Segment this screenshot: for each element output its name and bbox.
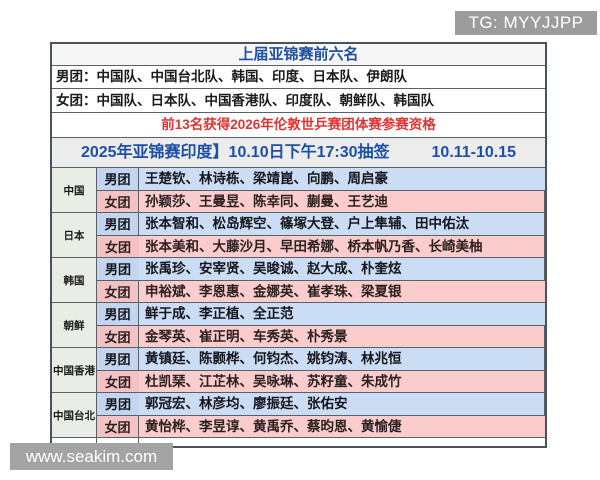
previous-women-top6: 女团：中国队、日本队、中国香港队、印度队、朝鲜队、韩国队 (52, 89, 545, 113)
roster-women: 金琴英、崔正明、车秀英、朴秀景 (139, 325, 545, 348)
clipped-row-cell (139, 438, 545, 446)
roster-women: 孙颖莎、王曼昱、陈幸同、蒯曼、王艺迪 (139, 190, 545, 213)
team-type-label: 男团 (97, 213, 139, 236)
country-cell: 日本 (52, 213, 97, 258)
section-title: 上届亚锦赛前六名 (52, 44, 545, 66)
roster-men: 鲜于成、李正植、全正范 (139, 303, 545, 326)
country-cell: 朝鲜 (52, 303, 97, 348)
team-type-label: 男团 (97, 258, 139, 281)
roster-men: 王楚钦、林诗栋、梁靖崑、向鹏、周启豪 (139, 168, 545, 191)
country-cell: 韩国 (52, 258, 97, 303)
roster-men: 张本智和、松岛辉空、篠塚大登、户上隼辅、田中佑汰 (139, 213, 545, 236)
team-type-label: 男团 (97, 393, 139, 416)
telegram-watermark: TG: MYYJJPP (455, 11, 597, 35)
team-type-label: 男团 (97, 168, 139, 191)
country-cell: 中国台北 (52, 393, 97, 438)
previous-men-top6: 男团：中国队、中国台北队、韩国、印度、日本队、伊朗队 (52, 66, 545, 89)
team-type-label: 女团 (97, 325, 139, 348)
roster-women: 张本美和、大藤沙月、早田希娜、桥本帆乃香、长崎美柚 (139, 235, 545, 258)
team-type-label: 女团 (97, 190, 139, 213)
roster-men: 张禹珍、安宰贤、吴晙诚、赵大成、朴奎炫 (139, 258, 545, 281)
roster-women: 黄怡桦、李昱谆、黄禹乔、蔡昀恩、黄愉倢 (139, 415, 545, 438)
team-type-label: 女团 (97, 415, 139, 438)
roster-men: 黄镇廷、陈颢桦、何钧杰、姚钧涛、林兆恒 (139, 348, 545, 371)
roster-men: 郭冠宏、林彦均、廖振廷、张佑安 (139, 393, 545, 416)
team-type-label: 男团 (97, 348, 139, 371)
team-type-label: 女团 (97, 280, 139, 303)
event-title: 2025年亚锦赛印度】10.10日下午17:30抽签 (80, 144, 390, 161)
site-watermark: www.seakim.com (10, 443, 173, 470)
clipped-row-cell (52, 438, 97, 446)
team-type-label: 女团 (97, 370, 139, 393)
country-cell: 中国香港 (52, 348, 97, 393)
roster-women: 杜凯琹、江芷林、吴咏琳、苏籽童、朱成竹 (139, 370, 545, 393)
team-type-label: 女团 (97, 235, 139, 258)
event-dates: 10.11-10.15 (431, 144, 517, 161)
qualification-notice: 前13名获得2026年伦敦世乒赛团体赛参赛资格 (52, 113, 545, 138)
clipped-row-cell (97, 438, 139, 446)
draw-table: 上届亚锦赛前六名 男团：中国队、中国台北队、韩国、印度、日本队、伊朗队 女团：中… (50, 42, 547, 448)
roster-grid: 中国 男团 王楚钦、林诗栋、梁靖崑、向鹏、周启豪 女团 孙颖莎、王曼昱、陈幸同、… (52, 168, 545, 446)
roster-women: 申裕斌、李恩惠、金娜英、崔孝珠、梁夏银 (139, 280, 545, 303)
event-header: 2025年亚锦赛印度】10.10日下午17:30抽签 10.11-10.15 (52, 138, 545, 168)
team-type-label: 男团 (97, 303, 139, 326)
country-cell: 中国 (52, 168, 97, 213)
